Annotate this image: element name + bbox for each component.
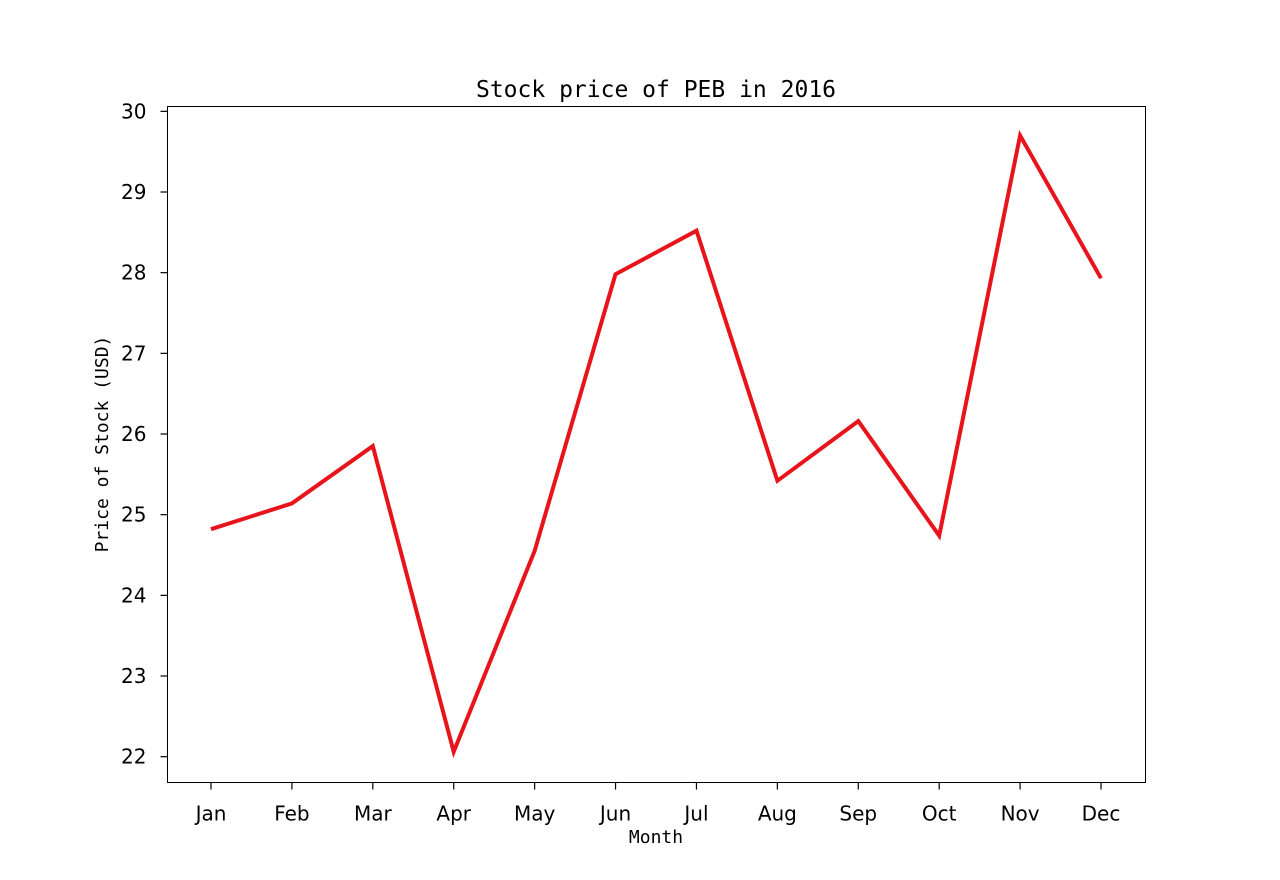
series-line: [210, 129, 1103, 759]
x-tick-label: Nov: [1001, 802, 1040, 826]
y-tick-label: 29: [121, 180, 146, 204]
x-tick-label: Mar: [354, 802, 393, 826]
x-tick-label: Feb: [274, 802, 309, 826]
series-layer: [210, 129, 1103, 759]
x-axis: Jan Feb Mar Apr May Jun Jul Aug Sep Oct Nov Dec: [194, 782, 1121, 826]
y-tick-label: 23: [121, 664, 146, 688]
chart-title: Stock price of PEB in 2016: [476, 77, 836, 103]
y-tick-label: 24: [121, 583, 146, 607]
x-tick-label: Jul: [682, 802, 708, 826]
x-tick-label: Apr: [436, 802, 471, 826]
y-tick-label: 22: [121, 745, 146, 769]
x-tick-label: Oct: [922, 802, 957, 826]
y-tick-label: 30: [121, 99, 146, 123]
x-tick-label: Sep: [839, 802, 877, 826]
x-tick-label: Jun: [598, 802, 631, 826]
x-axis-label: Month: [629, 827, 683, 848]
x-tick-label: Aug: [758, 802, 797, 826]
x-tick-label: Jan: [194, 802, 227, 826]
y-tick-label: 27: [121, 341, 146, 365]
y-axis-label: Price of Stock (USD): [92, 336, 113, 553]
x-tick-label: May: [514, 802, 556, 826]
plot-frame: [167, 106, 1146, 783]
y-tick-label: 26: [121, 422, 146, 446]
y-tick-label: 25: [121, 503, 146, 527]
x-tick-label: Dec: [1082, 802, 1121, 826]
y-tick-label: 28: [121, 261, 146, 285]
y-axis: 22 23 24 25 26 27 28 29 30: [121, 99, 168, 769]
